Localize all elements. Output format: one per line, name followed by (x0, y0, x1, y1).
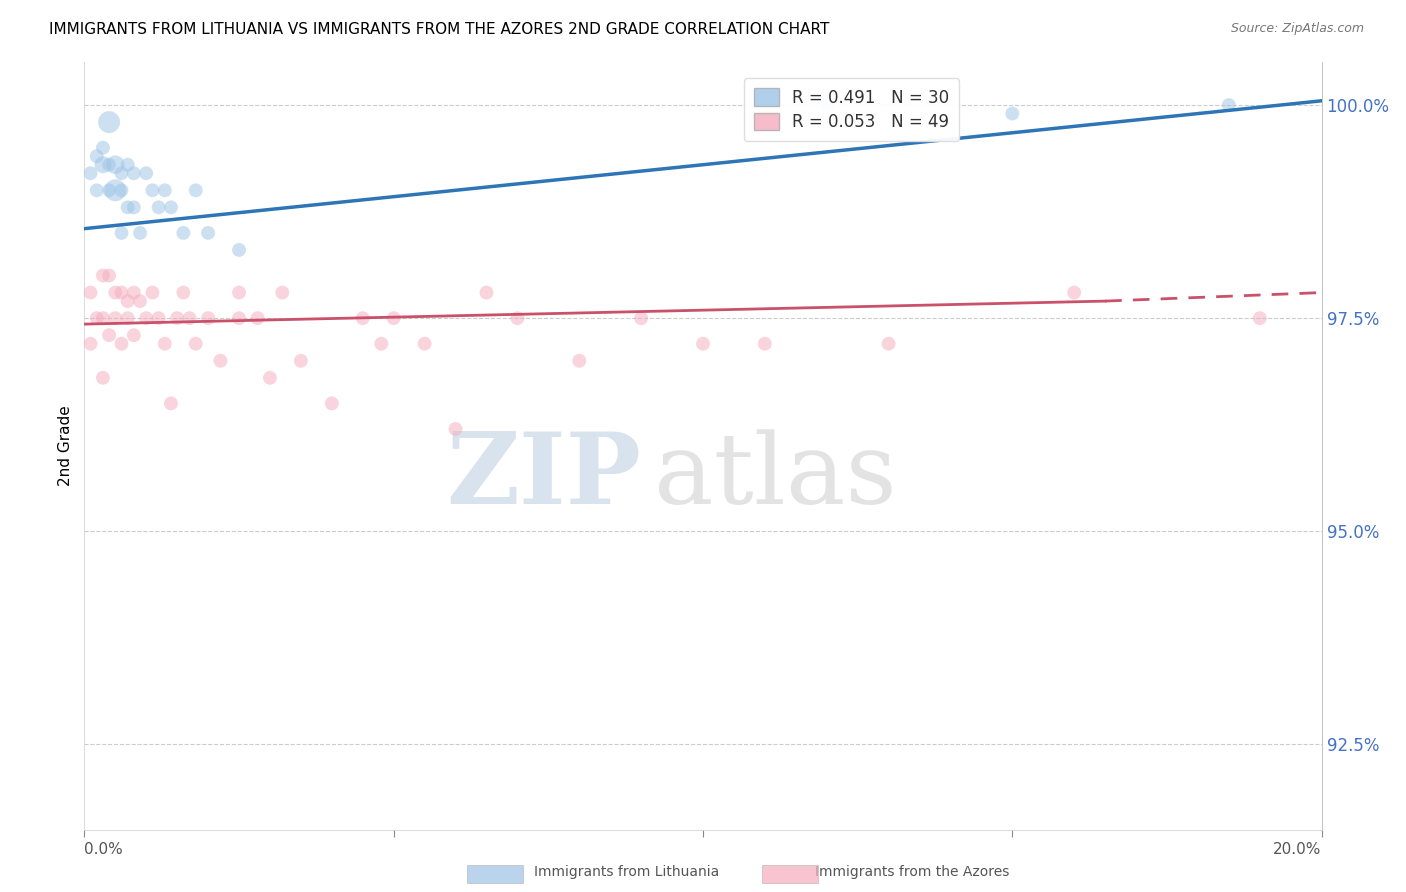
Text: ZIP: ZIP (446, 428, 641, 525)
Point (86, 311, 108, 326)
Point (506, 311, 529, 326)
Point (122, 285, 145, 300)
Point (79, 336, 101, 351)
Point (117, 158, 139, 172)
Point (98, 268, 121, 283)
Point (1249, 311, 1271, 326)
Point (91, 158, 114, 172)
Point (1063, 285, 1085, 300)
Point (122, 200, 145, 214)
Point (246, 311, 269, 326)
Point (444, 422, 467, 436)
Text: Immigrants from Lithuania: Immigrants from Lithuania (534, 865, 720, 880)
Point (110, 285, 132, 300)
Point (141, 183, 163, 197)
Point (228, 311, 250, 326)
Point (179, 311, 201, 326)
Point (110, 183, 132, 197)
Point (122, 166, 145, 180)
Point (382, 311, 405, 326)
Point (110, 336, 132, 351)
Point (129, 294, 152, 309)
Point (815, 98, 838, 112)
Point (259, 371, 281, 385)
Point (209, 353, 232, 368)
Point (413, 336, 436, 351)
Point (172, 226, 194, 240)
Point (160, 396, 183, 410)
Point (98, 158, 121, 172)
Point (91, 141, 114, 155)
Point (98, 328, 121, 343)
Point (79, 285, 101, 300)
Point (86, 149, 108, 163)
Point (153, 183, 176, 197)
Point (79, 166, 101, 180)
Legend: R = 0.491   N = 30, R = 0.053   N = 49: R = 0.491 N = 30, R = 0.053 N = 49 (744, 78, 959, 142)
Point (475, 285, 498, 300)
Text: Immigrants from the Azores: Immigrants from the Azores (815, 865, 1010, 880)
Point (117, 294, 139, 309)
Point (877, 336, 900, 351)
Point (110, 226, 132, 240)
Point (184, 336, 207, 351)
Point (148, 311, 170, 326)
Point (184, 183, 207, 197)
Point (104, 183, 127, 197)
Point (754, 336, 776, 351)
Point (135, 166, 157, 180)
Point (1001, 106, 1024, 120)
Point (153, 336, 176, 351)
Point (98, 183, 121, 197)
Point (370, 336, 392, 351)
Point (104, 285, 127, 300)
Point (160, 200, 183, 214)
Point (352, 311, 374, 326)
Point (290, 353, 312, 368)
Point (172, 285, 194, 300)
Point (321, 396, 343, 410)
Point (110, 166, 132, 180)
Point (122, 328, 145, 343)
Point (271, 285, 294, 300)
Y-axis label: 2nd Grade: 2nd Grade (58, 406, 73, 486)
Point (117, 200, 139, 214)
Point (117, 311, 139, 326)
Point (91, 311, 114, 326)
Point (197, 226, 219, 240)
Point (129, 226, 152, 240)
Point (135, 311, 157, 326)
Point (91, 371, 114, 385)
Point (86, 183, 108, 197)
Point (228, 243, 250, 257)
Point (98, 115, 121, 129)
Text: Source: ZipAtlas.com: Source: ZipAtlas.com (1230, 22, 1364, 36)
Point (692, 336, 714, 351)
Point (104, 311, 127, 326)
Point (630, 311, 652, 326)
Point (166, 311, 188, 326)
Point (228, 285, 250, 300)
Text: 0.0%: 0.0% (84, 842, 124, 857)
Text: IMMIGRANTS FROM LITHUANIA VS IMMIGRANTS FROM THE AZORES 2ND GRADE CORRELATION CH: IMMIGRANTS FROM LITHUANIA VS IMMIGRANTS … (49, 22, 830, 37)
Point (91, 268, 114, 283)
Point (197, 311, 219, 326)
Point (1218, 98, 1240, 112)
Point (141, 285, 163, 300)
Point (104, 158, 127, 172)
Text: 20.0%: 20.0% (1274, 842, 1322, 857)
Text: atlas: atlas (654, 429, 896, 524)
Point (568, 353, 591, 368)
Point (148, 200, 170, 214)
